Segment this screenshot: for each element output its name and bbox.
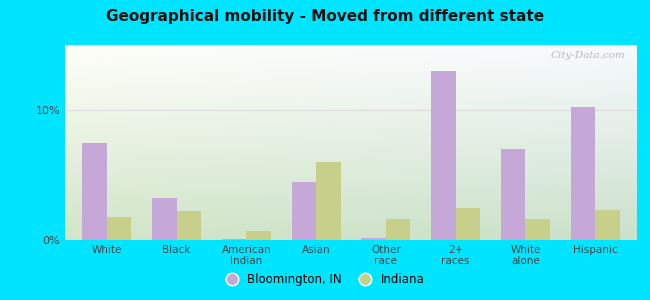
Bar [246, 231, 271, 240]
Bar [525, 219, 550, 240]
Bar [177, 212, 201, 240]
Bar [316, 162, 341, 240]
Bar [571, 107, 595, 240]
Bar [361, 238, 386, 240]
Bar [222, 239, 246, 240]
Bar [83, 142, 107, 240]
Text: City-Data.com: City-Data.com [551, 51, 625, 60]
Legend: Bloomington, IN, Indiana: Bloomington, IN, Indiana [221, 269, 429, 291]
Text: Geographical mobility - Moved from different state: Geographical mobility - Moved from diffe… [106, 9, 544, 24]
Bar [292, 182, 316, 240]
Bar [107, 217, 131, 240]
Bar [595, 210, 619, 240]
Bar [431, 71, 456, 240]
Bar [501, 149, 525, 240]
Bar [386, 219, 410, 240]
Bar [456, 208, 480, 240]
Bar [152, 198, 177, 240]
